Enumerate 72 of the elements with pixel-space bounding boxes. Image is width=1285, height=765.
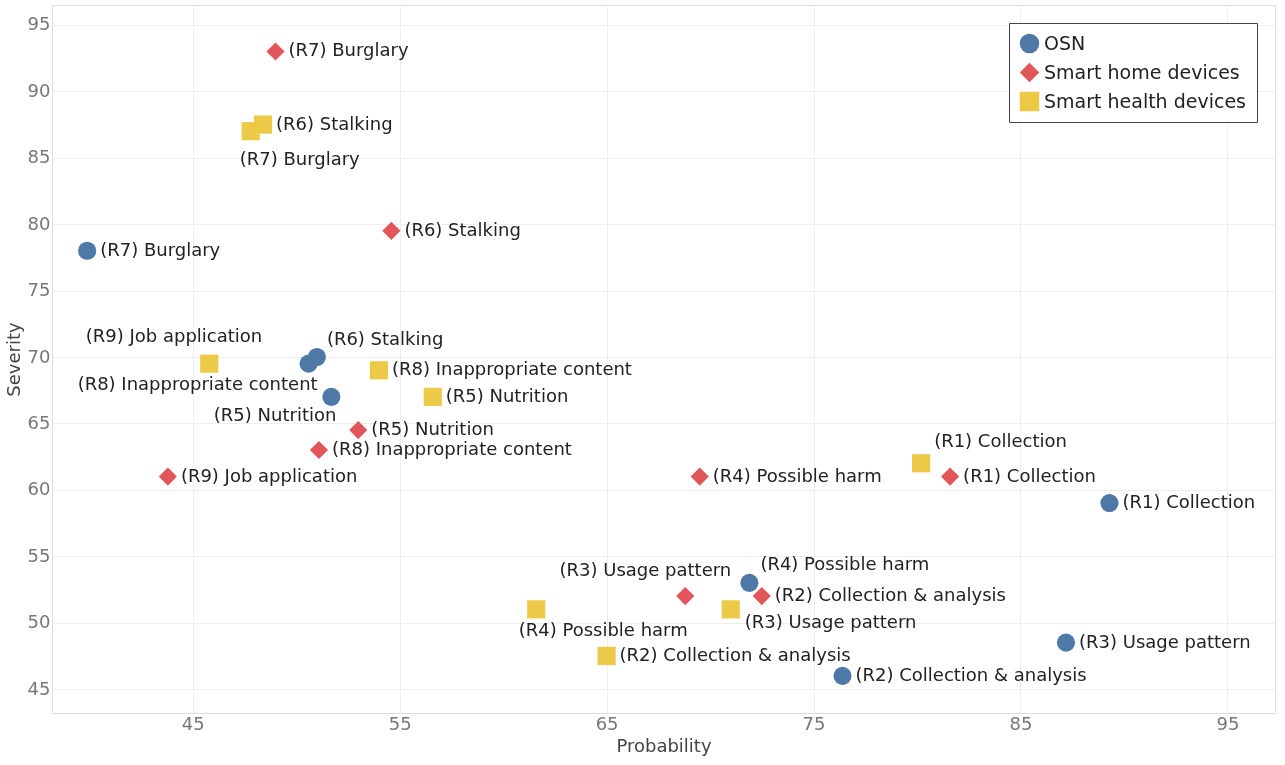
point: [299, 354, 318, 373]
y-tick-label: 50: [27, 611, 51, 633]
point: [200, 354, 219, 373]
y-tick-label: 80: [27, 212, 51, 234]
point: [597, 646, 616, 665]
point: [752, 587, 771, 606]
data-label: (R8) Inappropriate content: [391, 358, 632, 380]
x-tick-label: 75: [802, 712, 826, 734]
data-label: (R4) Possible harm: [760, 552, 930, 574]
data-label: (R2) Collection & analysis: [774, 584, 1006, 606]
y-tick-label: 55: [27, 544, 51, 566]
data-label: (R5) Nutrition: [445, 384, 569, 406]
point: [833, 666, 852, 685]
data-label: (R9) Job application: [85, 324, 263, 346]
data-label: (R7) Burglary: [288, 39, 409, 61]
point: [309, 440, 329, 460]
point: [382, 221, 401, 240]
data-label: (R5) Nutrition: [371, 418, 494, 440]
y-tick-label: 85: [27, 146, 51, 168]
point: [912, 454, 931, 473]
x-tick-label: 95: [1216, 712, 1240, 734]
x-tick-label: 55: [388, 712, 412, 734]
legend-label: Smart health devices: [1044, 89, 1247, 112]
data-label: (R3) Usage pattern: [744, 611, 917, 633]
data-label: (R6) Stalking: [404, 218, 521, 240]
y-tick-label: 60: [27, 478, 51, 500]
y-tick-label: 95: [27, 13, 51, 35]
point: [721, 600, 740, 619]
data-label: (R8) Inappropriate content: [77, 372, 318, 394]
data-label: (R8) Inappropriate content: [331, 437, 572, 459]
data-label: (R5) Nutrition: [213, 403, 337, 425]
data-label: (R1) Collection: [934, 430, 1067, 452]
point: [1100, 494, 1119, 513]
point: [690, 467, 709, 486]
point: [241, 122, 260, 141]
data-label: (R1) Collection: [963, 464, 1096, 486]
x-tick-label: 45: [181, 712, 205, 734]
data-label: (R1) Collection: [1122, 491, 1256, 513]
x-tick-label: 65: [595, 712, 619, 734]
data-label: (R2) Collection & analysis: [855, 663, 1087, 685]
point: [78, 241, 97, 260]
data-label: (R7) Burglary: [239, 148, 361, 170]
x-axis-title: Probability: [616, 734, 712, 756]
data-label: (R4) Possible harm: [518, 619, 688, 641]
data-label: (R3) Usage pattern: [1078, 630, 1251, 652]
point: [266, 42, 285, 61]
legend-label: OSN: [1044, 31, 1086, 54]
y-tick-label: 75: [27, 279, 51, 301]
data-label: (R6) Stalking: [326, 328, 444, 350]
point: [1056, 633, 1076, 652]
x-tick-label: 85: [1009, 712, 1033, 734]
y-tick-label: 65: [27, 411, 51, 433]
point: [740, 573, 759, 592]
point: [527, 600, 546, 619]
point: [423, 387, 442, 406]
data-label: (R4) Possible harm: [712, 464, 882, 486]
data-label: (R6) Stalking: [276, 112, 393, 134]
data-label: (R2) Collection & analysis: [619, 643, 851, 665]
data-label: (R9) Job application: [180, 464, 358, 486]
legend-label: Smart home devices: [1044, 60, 1240, 83]
y-axis-title: Severity: [2, 321, 24, 397]
data-label: (R7) Burglary: [100, 238, 221, 260]
y-tick-label: 70: [27, 345, 51, 367]
point: [349, 420, 368, 440]
point: [941, 467, 960, 486]
point: [676, 587, 695, 606]
point: [322, 387, 341, 406]
point: [158, 467, 177, 486]
y-tick-label: 90: [27, 79, 51, 101]
y-tick-label: 45: [27, 677, 51, 699]
data-label: (R3) Usage pattern: [559, 559, 732, 581]
point: [369, 361, 389, 380]
